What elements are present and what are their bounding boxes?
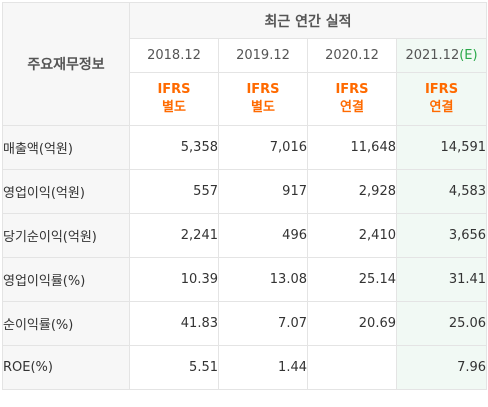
- table-cell: 5.51: [129, 345, 219, 390]
- accounting-basis-row: IFRS 별도 IFRS 별도 IFRS 연결 IFRS 연결: [3, 72, 488, 126]
- table-cell: 2,928: [307, 169, 397, 214]
- table-row: 영업이익(억원) 557 917 2,928 4,583: [2, 169, 488, 214]
- period-2020: 2020.12: [307, 38, 397, 73]
- table-cell-estimate: 25.06: [395, 301, 488, 346]
- table-title-row: 주요재무정보 최근 연간 실적: [2, 2, 488, 126]
- row-label: 영업이익률(%): [2, 257, 130, 302]
- table-cell-estimate: 3,656: [395, 213, 488, 258]
- period-header-row: 2018.12 2019.12 2020.12 2021.12(E): [3, 38, 488, 73]
- table-row: 영업이익률(%) 10.39 13.08 25.14 31.41: [2, 257, 488, 302]
- row-label: 매출액(억원): [2, 125, 130, 170]
- period-2021-estimate: 2021.12(E): [395, 38, 488, 73]
- table-cell-estimate: 31.41: [395, 257, 488, 302]
- row-label: 당기순이익(억원): [2, 213, 130, 258]
- row-header-label: 주요재무정보: [2, 2, 130, 126]
- table-row: 순이익률(%) 41.83 7.07 20.69 25.06: [2, 301, 488, 346]
- estimate-marker: (E): [459, 48, 478, 63]
- period-2019: 2019.12: [218, 38, 308, 73]
- basis-2019: IFRS 별도: [218, 72, 308, 126]
- table-cell: 5,358: [129, 125, 219, 170]
- table-row: ROE(%) 5.51 1.44 7.96: [2, 345, 488, 390]
- table-cell: 13.08: [218, 257, 308, 302]
- table-row: 당기순이익(억원) 2,241 496 2,410 3,656: [2, 213, 488, 258]
- table-cell: 2,241: [129, 213, 219, 258]
- table-cell: 2,410: [307, 213, 397, 258]
- table-cell: 496: [218, 213, 308, 258]
- table-cell: 1.44: [218, 345, 308, 390]
- table-row: 매출액(억원) 5,358 7,016 11,648 14,591: [2, 125, 488, 170]
- financial-summary-table: 주요재무정보 최근 연간 실적 2018.12 2019.12 2020.12 …: [2, 2, 488, 390]
- table-cell: 41.83: [129, 301, 219, 346]
- table-cell: 557: [129, 169, 219, 214]
- row-header-text: 주요재무정보: [27, 57, 105, 73]
- row-label: 순이익률(%): [2, 301, 130, 346]
- table-cell: 20.69: [307, 301, 397, 346]
- table-cell-estimate: 7.96: [395, 345, 488, 390]
- row-label: ROE(%): [2, 345, 130, 390]
- table-cell: [307, 345, 397, 390]
- table-cell: 7.07: [218, 301, 308, 346]
- table-cell-estimate: 4,583: [395, 169, 488, 214]
- basis-2018: IFRS 별도: [129, 72, 219, 126]
- row-label: 영업이익(억원): [2, 169, 130, 214]
- section-title: 최근 연간 실적: [128, 2, 488, 39]
- period-2018: 2018.12: [129, 38, 219, 73]
- table-cell: 10.39: [129, 257, 219, 302]
- table-cell: 11,648: [307, 125, 397, 170]
- table-cell: 7,016: [218, 125, 308, 170]
- table-cell: 25.14: [307, 257, 397, 302]
- basis-2021-estimate: IFRS 연결: [395, 72, 488, 126]
- table-cell: 917: [218, 169, 308, 214]
- table-cell-estimate: 14,591: [395, 125, 488, 170]
- basis-2020: IFRS 연결: [307, 72, 397, 126]
